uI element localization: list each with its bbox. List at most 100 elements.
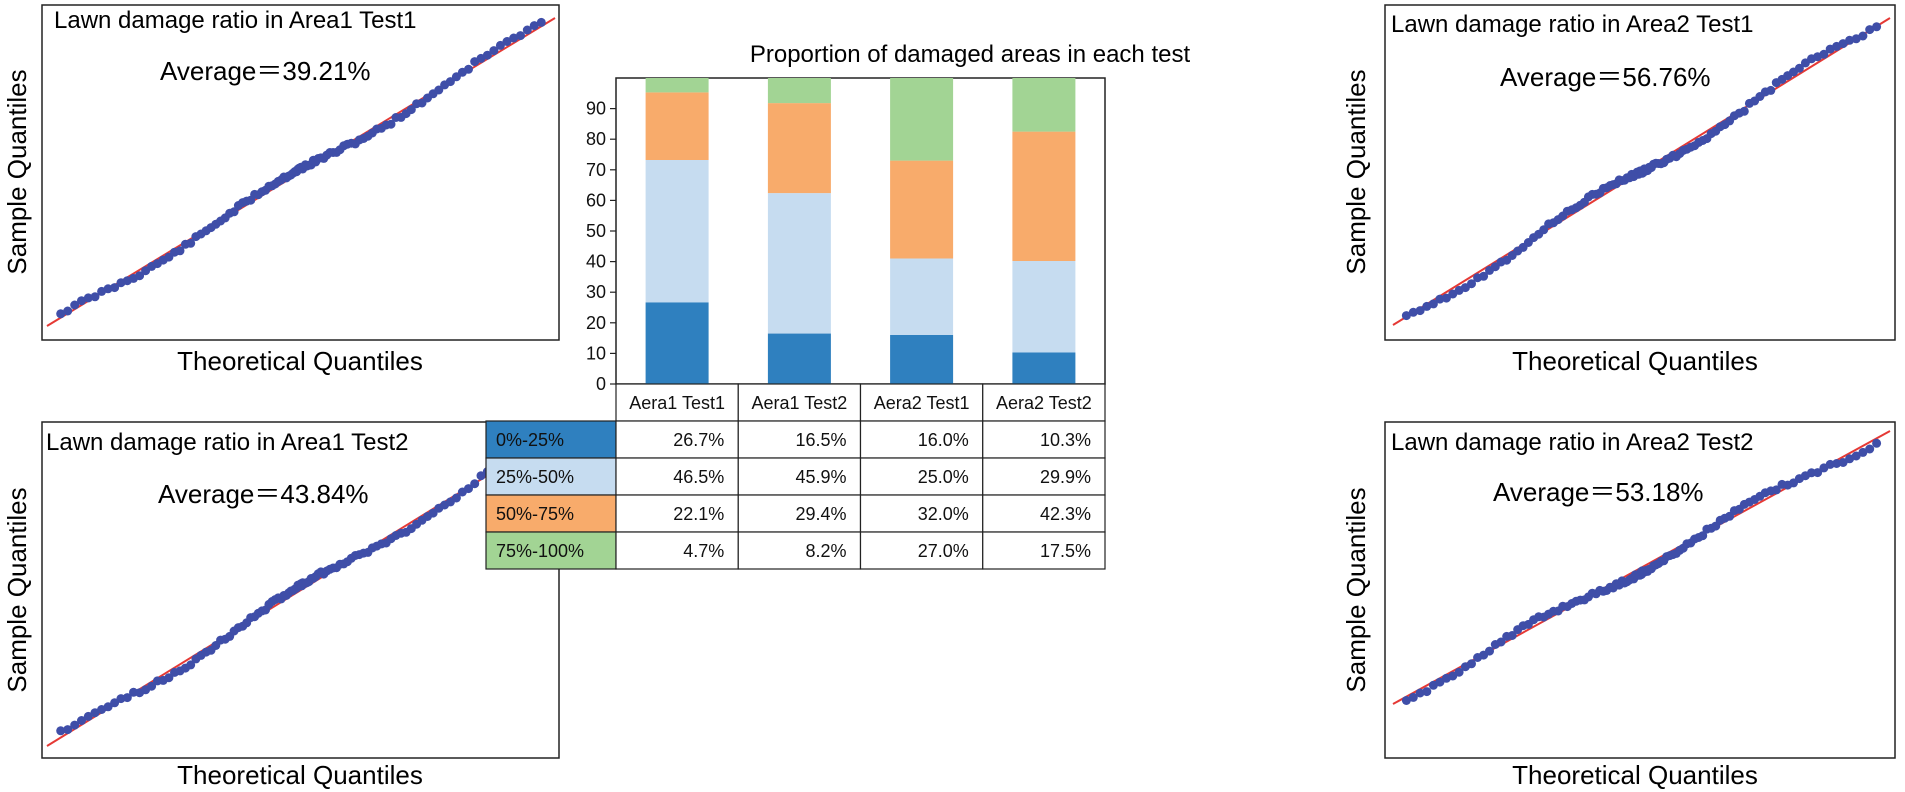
sample-point	[70, 720, 80, 730]
sample-point	[1454, 667, 1464, 677]
y-tick-label: 60	[586, 190, 606, 210]
bar-segment	[767, 103, 831, 194]
table-row-label: 25%-50%	[496, 467, 574, 487]
chart-title: Lawn damage ratio in Area2 Test2	[1391, 429, 1753, 456]
data-table: Aera1 Test1 Aera1 Test2 Aera2 Test1 Aera2 T…	[485, 383, 1106, 570]
y-tick-label: 50	[586, 221, 606, 241]
table-cell	[615, 531, 739, 570]
qq-plot-area1-test1: Lawn damage ratio in Area1 Test1 Average…	[0, 0, 570, 385]
table-value: 4.7%	[683, 541, 724, 561]
bar-segment	[1012, 352, 1076, 384]
sample-point	[502, 37, 512, 46]
table-value: 26.7%	[673, 430, 724, 450]
sample-point	[1507, 631, 1517, 640]
sample-point	[1401, 696, 1411, 705]
x-axis-label: Theoretical Quantiles	[1512, 760, 1758, 790]
table-cell	[737, 494, 862, 533]
bar-segment	[645, 160, 709, 303]
sample-point	[434, 85, 444, 95]
bar-segment	[645, 302, 709, 384]
sample-point	[1428, 299, 1438, 309]
y-tick-label: 90	[586, 99, 606, 119]
y-axis-label: Sample Quantiles	[1341, 69, 1371, 274]
table-cell	[982, 531, 1106, 570]
x-axis-label: Theoretical Quantiles	[1512, 346, 1758, 376]
sample-point	[451, 493, 461, 503]
y-tick-label: 70	[586, 160, 606, 180]
table-cell	[859, 420, 984, 459]
bar-segment	[645, 78, 709, 93]
average-annotation: Average＝39.21%	[160, 56, 371, 86]
average-annotation: Average＝56.76%	[1500, 62, 1711, 92]
chart-title: Proportion of damaged areas in each test	[750, 41, 1191, 68]
table-column-header: Aera1 Test2	[752, 393, 848, 413]
table-value: 32.0%	[918, 504, 969, 524]
sample-point	[135, 271, 145, 281]
sample-point	[1858, 447, 1868, 457]
table-column-header: Aera2 Test2	[996, 393, 1092, 413]
average-annotation: Average＝53.18%	[1493, 477, 1704, 507]
bar-segment	[1012, 131, 1076, 261]
bar-plot-area: 0 10 20 30 40 50 60 70 80 90	[586, 77, 1106, 394]
bar-segment	[1012, 78, 1076, 132]
sample-point	[110, 283, 120, 293]
sample-point	[495, 40, 505, 50]
qq-plot-svg: Lawn damage ratio in Area2 Test1 Average…	[1341, 4, 1896, 376]
bar-segment	[645, 92, 709, 160]
sample-point	[1415, 306, 1425, 316]
sample-point	[83, 293, 93, 303]
sample-point	[1851, 451, 1861, 461]
sample-points	[1401, 438, 1882, 705]
sample-point	[63, 725, 73, 735]
sample-point	[1819, 49, 1829, 59]
table-value: 17.5%	[1040, 541, 1091, 561]
sample-point	[103, 702, 113, 712]
y-tick-label: 20	[586, 313, 606, 333]
sample-points	[1401, 22, 1882, 321]
sample-point	[522, 25, 532, 35]
sample-point	[1401, 311, 1411, 321]
table-value: 42.3%	[1040, 504, 1091, 524]
sample-point	[489, 46, 499, 56]
bar-segment	[890, 258, 954, 335]
sample-point	[1408, 692, 1418, 702]
sample-point	[1415, 688, 1425, 698]
table-value: 29.9%	[1040, 467, 1091, 487]
chart-title: Lawn damage ratio in Area1 Test2	[46, 429, 408, 456]
bar-segment	[767, 193, 831, 334]
sample-point	[147, 681, 157, 691]
chart-title: Lawn damage ratio in Area2 Test1	[1391, 11, 1753, 38]
qq-plot-svg: Lawn damage ratio in Area1 Test2 Average…	[2, 421, 560, 790]
bar-segment	[890, 160, 954, 259]
sample-point	[406, 105, 416, 115]
qq-plot-svg: Lawn damage ratio in Area1 Test1 Average…	[2, 4, 560, 376]
plot-frame	[1384, 421, 1896, 759]
sample-point	[186, 238, 196, 248]
table-row-label: 50%-75%	[496, 504, 574, 524]
table-value: 10.3%	[1040, 430, 1091, 450]
table-value: 16.5%	[795, 430, 846, 450]
table-value: 22.1%	[673, 504, 724, 524]
qq-plot-area2-test2: Lawn damage ratio in Area2 Test2 Average…	[1335, 418, 1905, 792]
sample-point	[1467, 279, 1476, 289]
sample-point	[464, 64, 473, 74]
x-axis-label: Theoretical Quantiles	[177, 760, 423, 790]
sample-point	[1865, 25, 1875, 35]
stacked-bar-chart: Proportion of damaged areas in each test…	[485, 20, 1350, 700]
sample-point	[1771, 485, 1781, 495]
y-tick-label: 0	[596, 374, 606, 394]
bar-segment	[890, 335, 954, 384]
sample-point	[1422, 687, 1432, 697]
sample-point	[509, 33, 519, 43]
sample-point	[56, 726, 66, 736]
sample-point	[70, 300, 80, 310]
table-header-cell	[982, 383, 1106, 422]
qq-plot-area2-test1: Lawn damage ratio in Area2 Test1 Average…	[1335, 0, 1905, 385]
sample-point	[529, 21, 539, 31]
sample-point	[445, 77, 455, 87]
sample-point	[77, 716, 86, 725]
sample-point	[476, 471, 486, 481]
sample-point	[1794, 63, 1804, 73]
bar-segment	[1012, 261, 1076, 353]
qq-plot-svg: Lawn damage ratio in Area2 Test2 Average…	[1341, 421, 1896, 790]
